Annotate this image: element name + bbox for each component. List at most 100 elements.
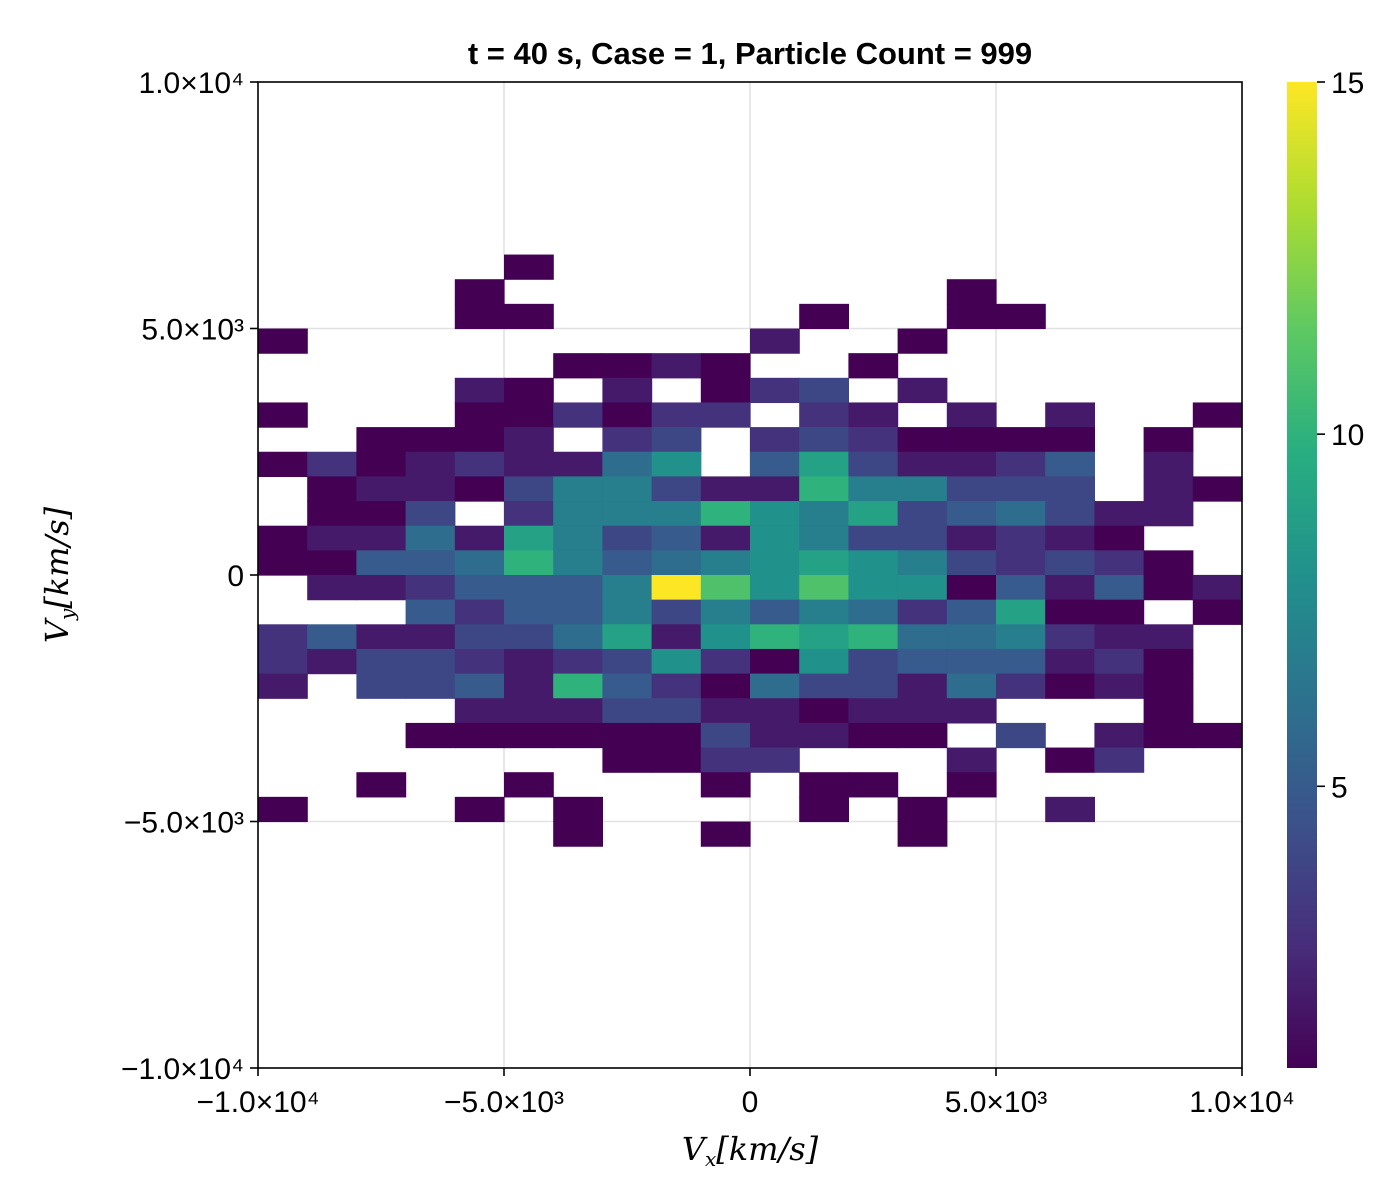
heatmap-cell: [504, 377, 554, 404]
heatmap-cell: [651, 722, 702, 749]
colorbar-ticks: 5 10 15: [1317, 67, 1364, 804]
heatmap-cell: [799, 648, 849, 675]
heatmap-cell: [504, 476, 554, 502]
heatmap-cell: [651, 575, 702, 601]
heatmap-cell: [454, 525, 505, 551]
heatmap-cell: [799, 673, 849, 699]
heatmap-cell: [553, 353, 603, 379]
heatmap-cell: [1045, 427, 1095, 453]
y-tick-label: 0: [227, 560, 244, 593]
heatmap-cell: [356, 476, 407, 502]
heatmap-cell: [848, 525, 899, 551]
heatmap-cell: [946, 772, 997, 798]
heatmap-cell: [356, 575, 407, 601]
heatmap-cell: [405, 501, 456, 527]
heatmap-cell: [258, 673, 308, 699]
heatmap-cell: [356, 772, 407, 798]
heatmap-cell: [848, 353, 899, 379]
heatmap-cell: [996, 476, 1046, 502]
heatmap-cell: [1143, 451, 1194, 477]
heatmap-cell: [405, 673, 456, 699]
heatmap-cell: [602, 402, 653, 428]
heatmap-cell: [356, 451, 407, 477]
heatmap-cell: [750, 698, 800, 724]
heatmap-cell: [1094, 722, 1145, 749]
heatmap-cell: [897, 328, 948, 354]
heatmap-cell: [897, 698, 948, 724]
heatmap-cell: [946, 599, 997, 625]
heatmap-cell: [651, 353, 702, 379]
heatmap-cell: [996, 550, 1046, 576]
heatmap-cell: [1094, 550, 1145, 576]
heatmap-cell: [504, 451, 554, 477]
heatmap-cell: [504, 599, 554, 625]
heatmap-cell: [356, 648, 407, 675]
heatmap-cell: [848, 772, 899, 798]
heatmap-cell: [946, 427, 997, 453]
heatmap-cell: [799, 722, 849, 749]
heatmap-cell: [553, 821, 603, 847]
heatmap-cell: [356, 427, 407, 453]
heatmap-cell: [258, 648, 308, 675]
heatmap-cell: [454, 402, 505, 428]
heatmap-cell: [454, 722, 505, 749]
heatmap-cell: [996, 303, 1046, 330]
heatmap-cell: [1094, 648, 1145, 675]
heatmap-cell: [996, 722, 1046, 749]
heatmap-cell: [307, 648, 357, 675]
heatmap-cell: [1045, 796, 1095, 823]
heatmap-cell: [848, 501, 899, 527]
heatmap-cell: [651, 427, 702, 453]
heatmap-cell: [700, 698, 751, 724]
y-axis-label: Vy[km/s]: [38, 506, 79, 643]
heatmap-cell: [405, 525, 456, 551]
heatmap-cell: [454, 451, 505, 477]
heatmap-cell: [750, 476, 800, 502]
heatmap-cell: [700, 722, 751, 749]
heatmap-cell: [602, 501, 653, 527]
heatmap-cell: [1045, 673, 1095, 699]
heatmap-cell: [651, 673, 702, 699]
heatmap-cell: [848, 624, 899, 650]
heatmap-cell: [651, 402, 702, 428]
heatmap-cell: [602, 525, 653, 551]
heatmap-cell: [946, 451, 997, 477]
x-tick-label: 1.0×10⁴: [1189, 1086, 1294, 1119]
heatmap-cell: [651, 624, 702, 650]
heatmap-cell: [1094, 624, 1145, 650]
heatmap-cell: [553, 796, 603, 823]
heatmap-cell: [750, 673, 800, 699]
y-tick-label: 1.0×10⁴: [139, 67, 244, 100]
heatmap-cell: [799, 303, 849, 330]
heatmap-cell: [258, 328, 308, 354]
heatmap-cell: [848, 575, 899, 601]
heatmap-cell: [504, 427, 554, 453]
heatmap-cell: [454, 624, 505, 650]
heatmap-cell: [602, 722, 653, 749]
heatmap-cell: [1143, 575, 1194, 601]
heatmap-cell: [602, 353, 653, 379]
heatmap-cell: [405, 599, 456, 625]
heatmap-cell: [1045, 501, 1095, 527]
heatmap-cell: [750, 377, 800, 404]
heatmap-cell: [454, 303, 505, 330]
heatmap-cell: [602, 476, 653, 502]
heatmap-cell: [897, 575, 948, 601]
heatmap-cell: [1192, 402, 1243, 428]
heatmap-cell: [897, 451, 948, 477]
heatmap-cell: [1143, 624, 1194, 650]
heatmap-cells: [258, 254, 1243, 847]
heatmap-cell: [307, 501, 357, 527]
heatmap-cell: [553, 525, 603, 551]
x-tick-label: 0: [742, 1086, 759, 1119]
heatmap-cell: [454, 476, 505, 502]
heatmap-cell: [946, 698, 997, 724]
heatmap-cell: [651, 451, 702, 477]
heatmap-cell: [750, 722, 800, 749]
heatmap-cell: [504, 624, 554, 650]
heatmap-cell: [897, 599, 948, 625]
heatmap-cell: [750, 648, 800, 675]
y-axis: −1.0×10⁴ −5.0×10³ 0 5.0×10³ 1.0×10⁴: [121, 67, 258, 1086]
heatmap-cell: [1143, 673, 1194, 699]
